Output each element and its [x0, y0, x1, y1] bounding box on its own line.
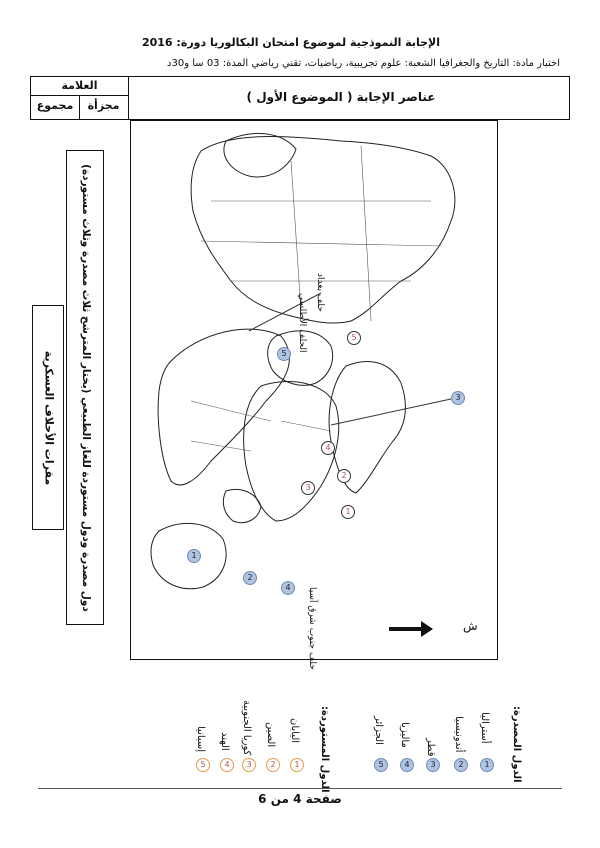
importer-marker-1: 1	[341, 505, 355, 519]
world-map-frame: الحلف الأطلسي حلف بغداد حلف جنوب شرق آسي…	[130, 120, 498, 670]
partial-header: مجزأة	[87, 99, 120, 112]
alliances-topic-label: مقرات الأحلاف العسكرية	[42, 350, 56, 486]
importer-marker-4: 4	[321, 441, 335, 455]
outer-topic-box: دول مصدرة ودول مستوردة للغاز الطبيعي (يخ…	[66, 150, 104, 625]
north-label: ش	[463, 619, 478, 633]
australia-shape	[150, 522, 227, 590]
seato-label: حلف جنوب شرق آسيا	[307, 587, 317, 670]
south-america-shape	[328, 361, 406, 494]
exporter-marker-5: 5	[277, 347, 291, 361]
importer-marker-2: 2	[337, 469, 351, 483]
greenland-shape	[223, 132, 297, 178]
exporter-marker-3: 3	[451, 391, 465, 405]
atlantic-alliance-label: الحلف الأطلسي	[297, 293, 307, 353]
north-america-shape	[190, 136, 456, 324]
exam-subtitle: اختبار مادة: التاريخ والجغرافيا الشعبة: …	[167, 58, 560, 69]
africa-shape	[243, 381, 340, 522]
importers-title: الدول المستوردة:	[319, 706, 330, 793]
exporters-title: الدول المصدرة:	[511, 706, 522, 783]
europe-shape	[267, 330, 334, 386]
importer-marker-5: 5	[347, 331, 361, 345]
baghdad-pact-label: حلف بغداد	[315, 273, 325, 312]
exporter-marker-2: 2	[243, 571, 257, 585]
north-arrow-icon	[389, 621, 433, 637]
east-indies-shape	[222, 488, 262, 524]
exam-title: الإجابة النموذجية لموضوع امتحان البكالور…	[141, 36, 440, 49]
importer-marker-3: 3	[301, 481, 315, 495]
grade-header: العلامة	[61, 79, 98, 92]
asia-shape	[157, 328, 290, 486]
answer-elements-header: عناصر الإجابة ( الموضوع الأول )	[246, 90, 436, 104]
atlantic-pointer-line	[248, 292, 322, 332]
page-number: صفحة 4 من 6	[258, 792, 342, 806]
total-header: مجموع	[36, 99, 74, 112]
footer-divider	[38, 788, 562, 789]
world-map	[150, 132, 456, 637]
gas-topic-label: دول مصدرة ودول مستوردة للغاز الطبيعي (يخ…	[80, 164, 92, 612]
baghdad-pointer-line	[330, 398, 452, 426]
inner-topic-box: مقرات الأحلاف العسكرية	[32, 305, 64, 530]
exporter-marker-1: 1	[187, 549, 201, 563]
header-table: العلامة مجزأة مجموع عناصر الإجابة ( المو…	[30, 76, 570, 120]
exporter-marker-4: 4	[281, 581, 295, 595]
